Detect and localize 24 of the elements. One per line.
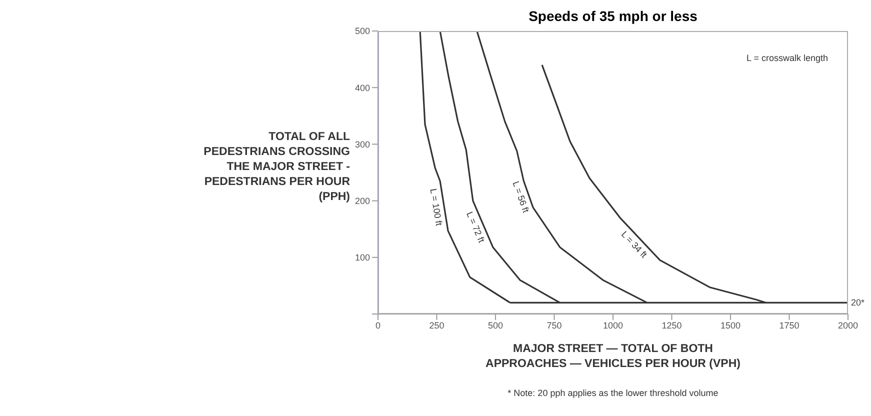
x-tick-label: 1000 xyxy=(602,320,624,330)
y-tick-label: 200 xyxy=(354,196,370,206)
x-tick-label: 500 xyxy=(488,320,504,330)
series-label: 20* xyxy=(851,298,866,308)
x-tick-label: 2000 xyxy=(838,320,858,330)
x-axis-title: MAJOR STREET — TOTAL OF BOTH APPROACHES — VEHICLES PER HOUR (VPH) xyxy=(484,342,742,372)
y-tick-label: 100 xyxy=(354,252,370,263)
y-tick-label: 500 xyxy=(354,26,370,36)
x-tick-label: 1500 xyxy=(720,320,741,330)
y-axis-title: TOTAL OF ALL PEDESTRIANS CROSSING THE MAJOR STREET - PEDESTRIANS PER HOUR (PPH) xyxy=(202,130,350,205)
x-tick-label: 1250 xyxy=(662,320,682,330)
text: L = 100 ft xyxy=(428,188,444,227)
y-tick-label: 300 xyxy=(354,139,370,150)
y-tick-label: 400 xyxy=(354,82,370,93)
text: L = 56 ft xyxy=(510,180,532,214)
x-tick-label: 1750 xyxy=(779,320,800,330)
text: L = 34 ft xyxy=(619,229,650,260)
x-tick-label: 750 xyxy=(546,320,562,330)
chart-title: Speeds of 35 mph or less xyxy=(528,8,698,24)
text: L = 72 ft xyxy=(464,210,487,244)
text: * Note: 20 pph applies as the lower threshold volume xyxy=(506,388,720,398)
annotation: L = crosswalk length xyxy=(746,53,828,63)
x-tick-label: 0 xyxy=(375,320,381,330)
x-tick-label: 250 xyxy=(429,320,444,330)
